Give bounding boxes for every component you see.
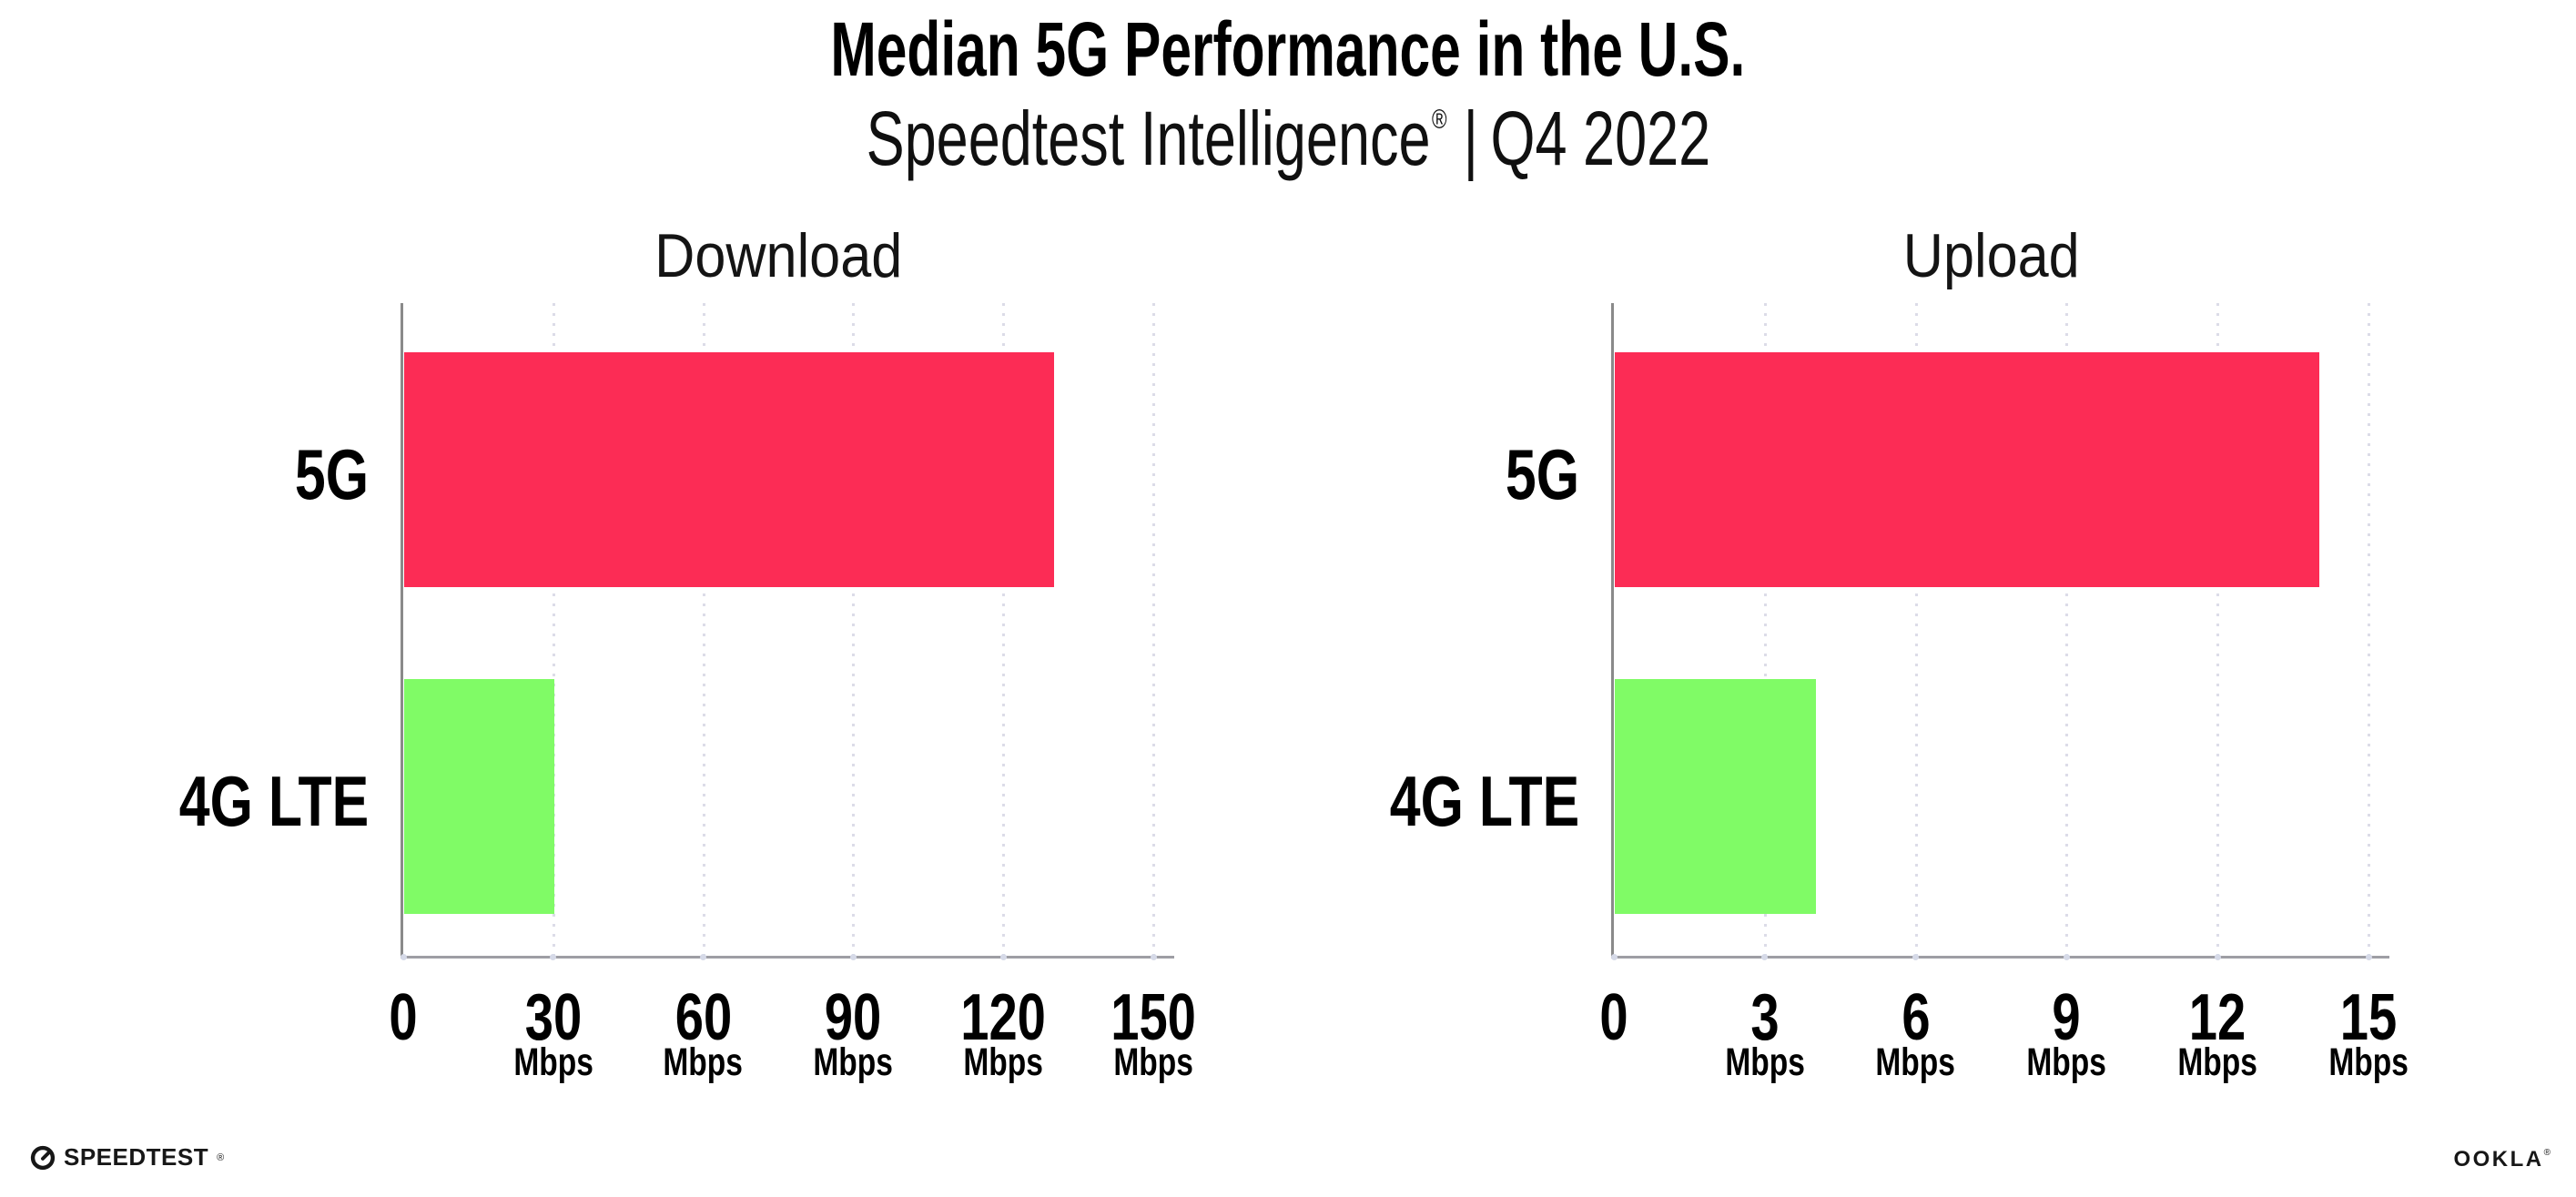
axis-tick-dot-3	[1761, 954, 1769, 960]
x-axis-line	[401, 956, 1174, 959]
y-axis-line	[1611, 303, 1614, 959]
page-subtitle: Speedtest Intelligence® | Q4 2022	[0, 100, 2576, 177]
axis-tick-dot-150	[1150, 954, 1157, 960]
gridline-6	[1914, 303, 1918, 958]
y-axis-line	[401, 303, 403, 959]
ookla-wordmark: OOKLA	[2453, 1147, 2544, 1172]
x-tick-unit-label: Mbps	[2026, 1040, 2107, 1084]
x-tick-unit-label: Mbps	[1113, 1040, 1193, 1084]
ookla-trademark: ®	[2543, 1148, 2551, 1158]
x-tick-value: 6	[1901, 981, 1931, 1054]
axis-tick-dot-120	[999, 954, 1007, 960]
x-tick-unit-label: Mbps	[2328, 1040, 2409, 1084]
x-tick-value: 15	[2339, 981, 2398, 1054]
x-tick-unit-label: Mbps	[663, 1040, 744, 1084]
x-tick-unit-label: Mbps	[513, 1040, 593, 1084]
x-tick-value: 0	[1599, 981, 1628, 1054]
x-tick-unit-label: Mbps	[963, 1040, 1043, 1084]
gridline-15	[2368, 303, 2370, 958]
registered-mark: ®	[1431, 105, 1447, 135]
category-label-text: 4G LTE	[178, 760, 369, 841]
x-tick-value: 12	[2188, 981, 2246, 1054]
gridline-120	[1002, 303, 1006, 958]
axis-tick-dot-30	[550, 954, 557, 960]
x-tick-value: 60	[674, 981, 732, 1054]
axis-tick-dot-60	[700, 954, 707, 960]
x-tick-unit-label: Mbps	[813, 1040, 894, 1084]
subtitle-brand: Speedtest Intelligence	[866, 96, 1431, 181]
x-tick-unit-label: Mbps	[2177, 1040, 2257, 1084]
x-tick-value: 0	[389, 981, 418, 1054]
ookla-logo: OOKLA®	[2453, 1147, 2551, 1172]
x-tick-value: 3	[1750, 981, 1780, 1054]
category-label-4g-lte: 4G LTE	[0, 766, 369, 837]
category-label-5g: 5G	[0, 439, 1579, 510]
axis-tick-dot-0	[1610, 954, 1618, 960]
speedtest-gauge-icon	[30, 1145, 56, 1170]
gridline-60	[702, 303, 705, 958]
x-tick-value: 30	[524, 981, 583, 1054]
category-label-text: 4G LTE	[1389, 760, 1579, 841]
gridline-12	[2216, 303, 2220, 958]
subtitle-period: Q4 2022	[1490, 96, 1710, 181]
bar-4g-lte	[404, 678, 554, 914]
category-label-5g: 5G	[0, 439, 369, 510]
gridline-9	[2065, 303, 2069, 958]
x-tick-unit-label: Mbps	[1875, 1040, 1956, 1084]
speedtest-trademark: ®	[217, 1151, 225, 1163]
axis-tick-dot-0	[400, 954, 407, 960]
category-label-text: 5G	[294, 433, 369, 514]
axis-tick-dot-12	[2214, 954, 2221, 960]
x-axis-line	[1611, 956, 2389, 959]
axis-tick-dot-9	[2063, 954, 2070, 960]
page-title: Median 5G Performance in the U.S.	[0, 11, 2576, 87]
bar-5g	[1615, 351, 2319, 587]
axis-tick-dot-6	[1912, 954, 1920, 960]
bar-4g-lte	[1615, 678, 1817, 914]
x-tick-value: 90	[825, 981, 882, 1054]
gridline-30	[552, 303, 555, 958]
page-title-text: Median 5G Performance in the U.S.	[830, 6, 1746, 92]
speedtest-wordmark: SPEEDTEST	[64, 1143, 209, 1171]
x-tick-value: 150	[1111, 981, 1196, 1054]
upload-chart-title: Upload	[1902, 221, 2080, 290]
speedtest-logo: SPEEDTEST ®	[30, 1143, 224, 1172]
category-label-4g-lte: 4G LTE	[0, 766, 1579, 837]
axis-tick-dot-90	[849, 954, 857, 960]
subtitle-separator: |	[1463, 96, 1478, 181]
x-tick-value: 9	[2052, 981, 2082, 1054]
x-tick-value: 120	[960, 981, 1047, 1054]
gridline-150	[1152, 303, 1155, 958]
download-chart-title: Download	[654, 221, 903, 290]
x-tick-unit-label: Mbps	[1725, 1040, 1805, 1084]
bar-5g	[404, 351, 1055, 587]
category-label-text: 5G	[1505, 433, 1579, 514]
axis-tick-dot-15	[2365, 954, 2372, 960]
gridline-3	[1763, 303, 1767, 958]
gridline-90	[852, 303, 856, 958]
